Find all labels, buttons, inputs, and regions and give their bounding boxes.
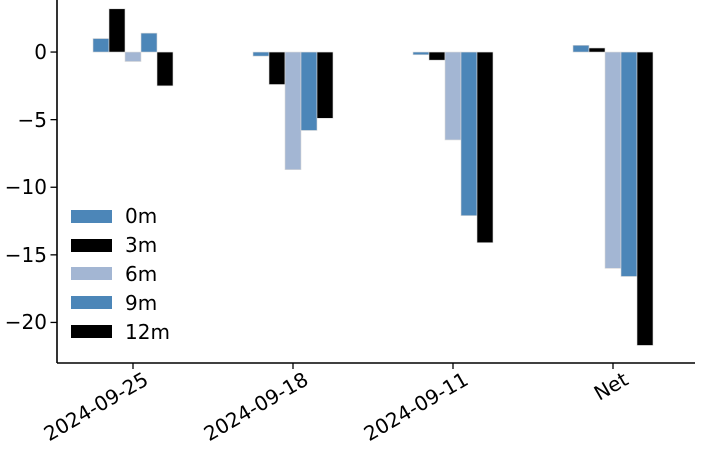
legend-item-9m: 9m [71,288,170,317]
bar-6m-2024-09-11 [444,51,462,141]
bar-6m-2024-09-18 [284,51,302,170]
bar-12m-2024-09-18 [316,51,334,119]
legend-label-0m: 0m [125,204,158,229]
legend-swatch-6m [71,267,112,281]
y-tick-label-neg5: −5 [17,107,47,132]
y-tick-label-0: 0 [34,40,47,65]
bar-0m-Net [572,44,590,53]
legend-label-9m: 9m [125,290,158,315]
bar-9m-2024-09-25 [140,32,158,53]
bar-3m-2024-09-18 [268,51,286,85]
bar-6m-2024-09-25 [124,51,142,62]
legend-item-12m: 12m [71,317,170,346]
bar-3m-Net [588,47,606,53]
y-tick-label-neg20: −20 [4,310,47,335]
legend-swatch-12m [71,325,112,339]
y-tick-label-neg10: −10 [4,175,47,200]
legend-label-6m: 6m [125,261,158,286]
bar-0m-2024-09-11 [412,51,430,56]
bar-12m-Net [636,51,654,346]
legend-item-3m: 3m [71,231,170,260]
bar-9m-2024-09-18 [300,51,318,131]
bar-9m-Net [620,51,638,277]
legend-label-3m: 3m [125,233,158,258]
legend-item-0m: 0m [71,202,170,231]
legend-item-6m: 6m [71,260,170,289]
bar-0m-2024-09-18 [252,51,270,57]
bar-12m-2024-09-11 [476,51,494,243]
bar-0m-2024-09-25 [92,38,110,53]
bar-3m-2024-09-11 [428,51,446,61]
legend: 0m 3m 6m 9m 12m [71,202,170,346]
y-tick-label-neg15: −15 [4,242,47,267]
bar-12m-2024-09-25 [156,51,174,87]
legend-swatch-3m [71,238,112,252]
legend-swatch-0m [71,209,112,223]
bar-9m-2024-09-11 [460,51,478,216]
bar-6m-Net [604,51,622,269]
legend-swatch-9m [71,296,112,310]
legend-label-12m: 12m [125,319,170,344]
bar-3m-2024-09-25 [108,8,126,53]
